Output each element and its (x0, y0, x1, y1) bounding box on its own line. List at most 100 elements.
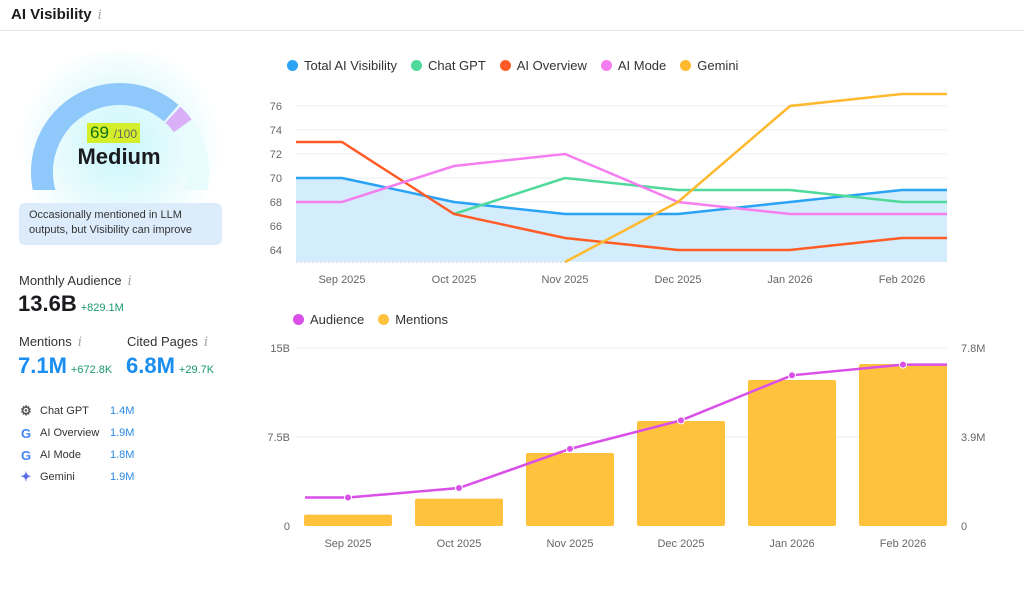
line-audience (305, 363, 947, 499)
legend-mentions[interactable]: Mentions (378, 312, 448, 327)
info-icon[interactable]: i (77, 335, 82, 350)
line-gemini (564, 92, 947, 264)
x-tick-label: Sep 2025 (324, 538, 371, 550)
x-tick-label: Dec 2025 (654, 274, 701, 286)
point-audience (677, 416, 685, 425)
source-ai-overview[interactable]: G AI Overview 1.9M (18, 425, 135, 441)
point-audience (788, 371, 796, 380)
source-gemini[interactable]: ✦ Gemini 1.9M (18, 469, 135, 485)
source-value: 1.9M (110, 471, 135, 483)
gauge-arc (165, 106, 192, 133)
bar-mentions (304, 514, 392, 526)
line-ai-overview (296, 140, 947, 252)
label-text: Mentions (19, 334, 72, 349)
chatgpt-icon: ⚙ (20, 403, 32, 418)
label-text: Cited Pages (127, 334, 198, 349)
y-tick-label: 68 (270, 197, 282, 209)
x-tick-label: Oct 2025 (437, 538, 482, 550)
legend-audience[interactable]: Audience (293, 312, 364, 327)
bar-mentions (526, 452, 614, 526)
x-tick-label: Dec 2025 (657, 538, 704, 550)
cited-pages: 6.8M +29.7K (126, 353, 214, 379)
source-name: AI Mode (40, 449, 81, 461)
source-chatgpt[interactable]: ⚙ Chat GPT 1.4M (18, 403, 134, 419)
point-audience (566, 444, 574, 453)
score-note: Occasionally mentioned in LLM outputs, b… (19, 203, 222, 245)
y-tick-label: 72 (270, 149, 282, 161)
audience-chart: 0 0 7.5B 3.9M 15B 7.8M Sep 2025 Oct 2025 Nov 202… (267, 343, 985, 550)
right-tick-label: 3.9M (961, 432, 985, 444)
visibility-legend: Total AI Visibility Chat GPT AI Overview AI… (287, 58, 738, 73)
mentions-value: 7.1M (18, 353, 67, 378)
header: AI Visibility i (0, 0, 1024, 31)
source-value: 1.4M (110, 405, 135, 417)
source-value: 1.8M (110, 449, 135, 461)
title-text: AI Visibility (11, 6, 92, 23)
left-tick-label: 0 (284, 521, 290, 533)
x-tick-label: Jan 2026 (769, 538, 814, 550)
y-tick-label: 74 (270, 125, 282, 137)
x-tick-label: Sep 2025 (318, 274, 365, 286)
gauge-arc (31, 83, 179, 190)
y-tick-label: 66 (270, 221, 282, 233)
info-icon[interactable]: i (203, 335, 208, 350)
legend-dot (600, 60, 612, 71)
legend-label: Audience (310, 312, 365, 327)
bar-mentions (859, 363, 947, 526)
google-icon: G (20, 447, 32, 463)
legend-ai-overview[interactable]: AI Overview (499, 58, 587, 73)
score-level: Medium (77, 144, 161, 169)
right-tick-label: 0 (961, 521, 967, 533)
left-tick-label: 15B (270, 343, 290, 355)
area-total-ai-visibility (296, 178, 947, 262)
monthly-audience: 13.6B +829.1M (18, 291, 124, 317)
source-name: Chat GPT (40, 405, 89, 417)
legend-dot (499, 60, 511, 71)
legend-chat-gpt[interactable]: Chat GPT (410, 58, 486, 73)
audience-delta: +829.1M (80, 302, 124, 314)
visibility-gauge (31, 83, 209, 190)
y-tick-label: 70 (270, 173, 282, 185)
info-icon[interactable]: i (97, 8, 102, 23)
point-audience (344, 493, 352, 502)
x-tick-label: Feb 2026 (879, 274, 925, 286)
visibility-chart: 64 66 68 70 72 74 76 Sep 2025 Oct 2025 Nov 2025 De… (270, 92, 947, 286)
y-tick-label: 64 (270, 245, 282, 257)
source-value: 1.9M (110, 427, 135, 439)
legend-gemini[interactable]: Gemini (680, 58, 738, 73)
legend-dot (287, 60, 298, 71)
mentions-delta: +672.8K (70, 364, 113, 376)
legend-ai-mode[interactable]: AI Mode (600, 58, 667, 73)
legend-label: Mentions (395, 312, 448, 327)
line-chat-gpt (453, 176, 947, 216)
right-tick-label: 7.8M (961, 343, 985, 355)
left-tick-label: 7.5B (267, 432, 290, 444)
legend-dot (410, 60, 422, 71)
source-name: AI Overview (40, 427, 100, 439)
score-value: 69 (90, 123, 109, 142)
legend-label: AI Mode (617, 58, 667, 73)
y-tick-label: 76 (270, 101, 282, 113)
source-name: Gemini (40, 471, 75, 483)
monthly-audience-label: Monthly Audience i (19, 273, 132, 289)
point-audience (899, 360, 907, 369)
line-ai-mode (296, 152, 947, 216)
x-tick-label: Jan 2026 (767, 274, 812, 286)
point-audience (455, 484, 463, 493)
bar-mentions (748, 379, 836, 526)
line-total-ai-visibility (296, 176, 947, 216)
legend-dot (680, 60, 692, 71)
mentions-label: Mentions i (19, 334, 82, 350)
cited-delta: +29.7K (178, 364, 215, 376)
legend-total-ai-visibility[interactable]: Total AI Visibility (287, 58, 397, 73)
bar-mentions (637, 421, 725, 526)
google-icon: G (20, 425, 32, 441)
audience-legend: Audience Mentions (293, 312, 448, 327)
mentions: 7.1M +672.8K (18, 353, 112, 379)
score-badge: 69 /100 (87, 123, 141, 143)
info-icon[interactable]: i (127, 274, 132, 289)
legend-dot (293, 314, 304, 325)
x-tick-label: Nov 2025 (541, 274, 588, 286)
source-ai-mode[interactable]: G AI Mode 1.8M (18, 447, 135, 463)
audience-value: 13.6B (18, 291, 77, 316)
